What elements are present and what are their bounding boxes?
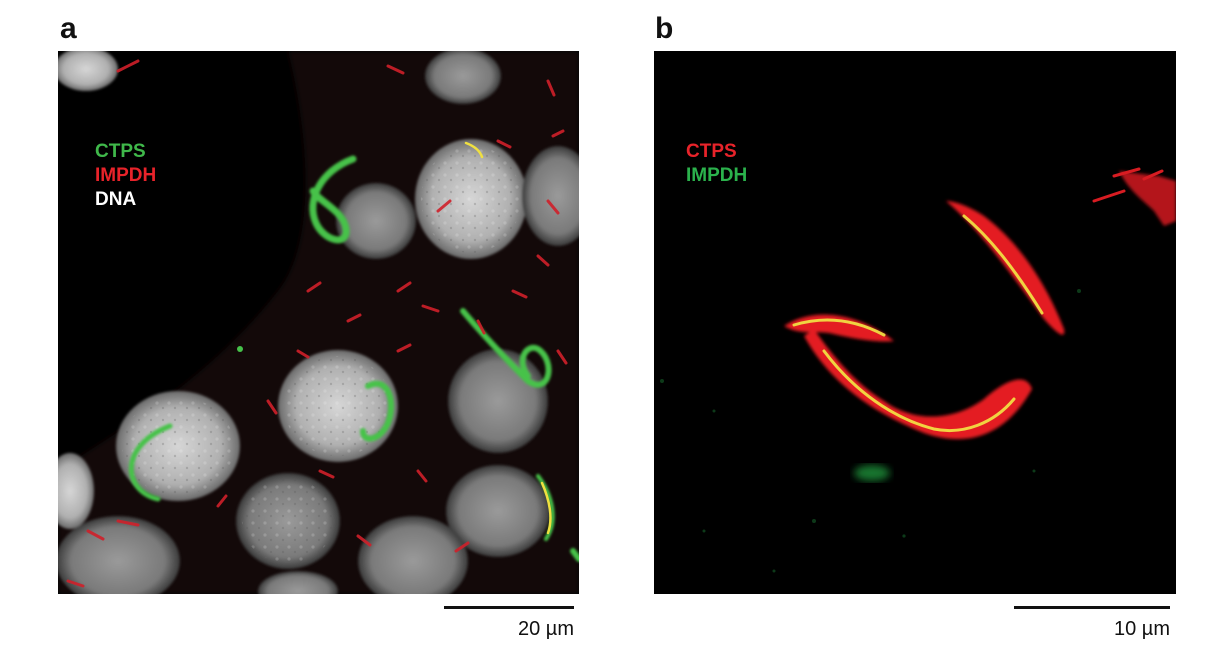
panel-b-legend: CTPS IMPDH [686, 140, 747, 188]
panel-b-letter: b [655, 12, 674, 45]
panel-a-legend-ctps: CTPS [95, 141, 146, 162]
panel-a-legend-impdh: IMPDH [95, 165, 157, 186]
panel-b-legend-impdh: IMPDH [686, 165, 748, 186]
panel-a-scale-bar [444, 606, 574, 609]
panel-a-scale-label: 20 µm [518, 618, 574, 640]
panel-b-micrograph [654, 51, 1176, 594]
panel-a-letter: a [60, 12, 77, 45]
panel-b-legend-ctps: CTPS [686, 141, 737, 162]
panel-a-legend: CTPS IMPDH DNA [95, 140, 156, 212]
panel-b-image [660, 167, 1176, 573]
panel-b-scale-label: 10 µm [1114, 618, 1170, 640]
panel-a-micrograph [58, 51, 579, 594]
panel-a-image [58, 51, 579, 594]
panel-a-legend-dna: DNA [95, 189, 137, 210]
panel-b-scale-bar [1014, 606, 1170, 609]
